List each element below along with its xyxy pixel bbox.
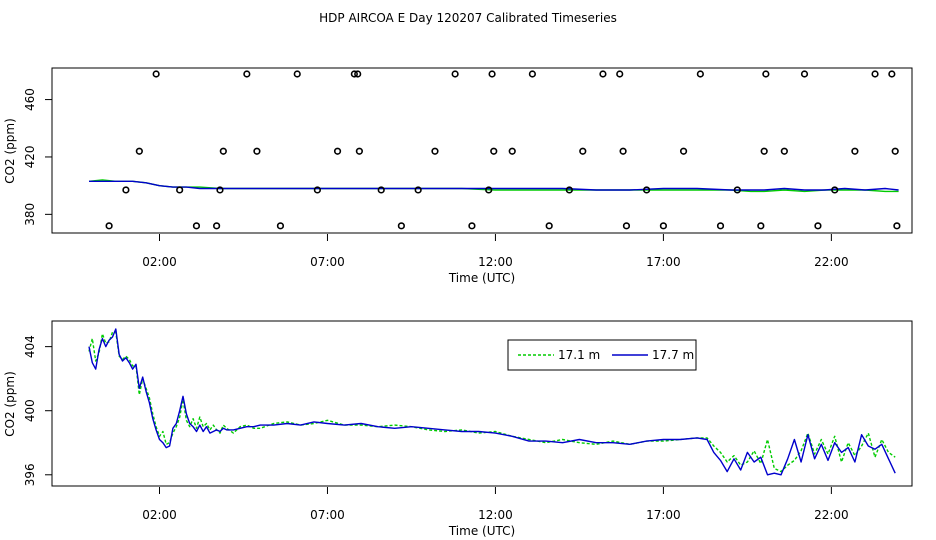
calibration-point [243,70,251,78]
figure-title: HDP AIRCOA E Day 120207 Calibrated Times… [319,11,617,25]
plot-frame [51,320,913,487]
calibration-point [679,147,688,155]
x-tick-label: 22:00 [814,255,849,269]
calibration-point [122,186,130,194]
x-tick-label: 07:00 [310,255,345,269]
calibration-point [313,186,321,194]
top-panel-calibrated-with-standards: 02:00 07:00 12:00 17:00 22:00 380 420 460 Time (… [3,67,913,285]
calibration-point [733,186,741,194]
bottom-panel-co2-timeseries: 02:00 07:00 12:00 17:00 22:00 396 400 404 Time (… [3,320,913,538]
calibration-point [871,70,879,78]
calibration-point [800,70,809,78]
calibration-point [451,70,459,78]
calibration-point [757,222,765,230]
y-tick-label: 396 [23,463,37,486]
legend: 17.1 m 17.7 m [507,339,697,371]
calibration-point [891,147,899,155]
series-line-1 [88,328,896,476]
x-tick-label: 02:00 [142,508,177,522]
calibration-point [762,70,770,78]
calibration-point [716,222,725,230]
calibration-point [213,222,221,230]
y-tick-label: 404 [23,335,37,358]
y-axis-title: CO2 (ppm) [3,118,17,184]
calibration-point [105,222,113,230]
calibration-point [616,70,624,78]
calibration-point [219,147,227,155]
calibration-point [414,186,422,194]
calibration-point [545,222,553,230]
calibration-point [893,222,901,230]
calibration-point [696,70,704,78]
calibration-point [599,70,607,78]
legend-label-1: 17.7 m [652,348,694,362]
calibration-point [528,70,536,78]
x-tick-label: 22:00 [814,508,849,522]
y-tick-label: 420 [23,146,37,169]
calibration-point [485,186,493,194]
calibration-point [276,222,285,230]
calibration-point [468,222,476,230]
x-tick-label: 12:00 [478,255,513,269]
calibration-point [831,186,839,194]
x-tick-label: 07:00 [310,508,345,522]
calibration-point [622,222,631,230]
calibration-point [135,147,143,155]
calibration-point [350,70,358,78]
plot-area [88,179,899,193]
calibration-point [760,147,768,155]
calibration-point [397,222,405,230]
x-tick-label: 12:00 [478,508,513,522]
calibration-point [888,70,896,78]
calibration-point [814,222,822,230]
calibration-point [377,186,385,194]
x-axis-title: Time (UTC) [448,524,515,538]
legend-label-0: 17.1 m [558,348,600,362]
plot-frame [51,67,913,234]
calibration-point [508,147,516,155]
calibration-point [579,147,587,155]
calibration-point [619,147,627,155]
calibration-point [488,70,496,78]
calibration-point [565,186,573,194]
calibration-point [253,147,261,155]
calibration-point [192,222,201,230]
calibration-point [333,147,342,155]
calibration-point [780,147,788,155]
plot-area [88,328,896,476]
x-axis-title: Time (UTC) [448,271,515,285]
series-line-0 [88,331,896,473]
calibration-point [851,147,859,155]
calibration-point [216,186,224,194]
y-tick-label: 400 [23,399,37,422]
calibration-point [152,70,160,78]
y-axis-title: CO2 (ppm) [3,371,17,437]
calibration-point [354,70,362,78]
calibration-point [659,222,668,230]
calibration-point [176,186,184,194]
calibration-point [293,70,301,78]
y-tick-label: 460 [23,88,37,111]
calibration-point [431,147,439,155]
x-tick-label: 17:00 [646,255,681,269]
x-tick-label: 17:00 [646,508,681,522]
calibration-point [355,147,363,155]
calibration-point [643,186,651,194]
y-tick-label: 380 [23,203,37,226]
calibration-point [490,147,498,155]
series-line-1 [89,180,899,191]
x-tick-label: 02:00 [142,255,177,269]
